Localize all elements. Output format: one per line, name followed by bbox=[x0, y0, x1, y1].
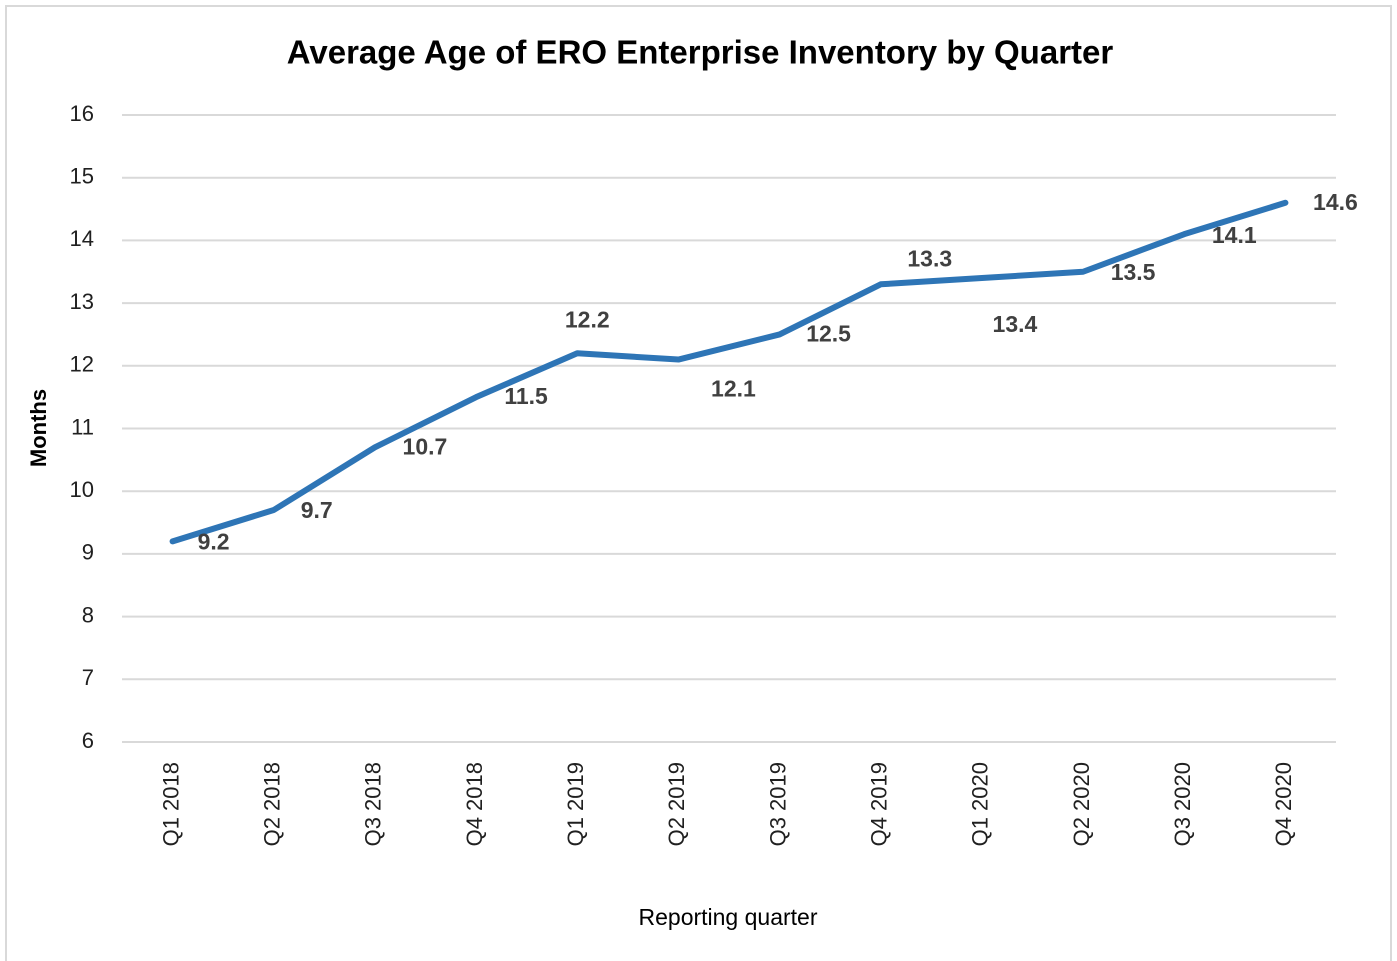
y-tick-label: 15 bbox=[70, 164, 94, 189]
chart-title: Average Age of ERO Enterprise Inventory … bbox=[287, 34, 1114, 71]
y-tick-label: 9 bbox=[82, 540, 94, 565]
data-label: 14.6 bbox=[1313, 189, 1358, 215]
data-label: 14.1 bbox=[1212, 222, 1257, 248]
y-tick-label: 14 bbox=[70, 226, 94, 251]
x-tick-label: Q1 2018 bbox=[158, 762, 183, 846]
x-tick-label: Q4 2020 bbox=[1271, 762, 1296, 846]
x-tick-label: Q2 2020 bbox=[1069, 762, 1094, 846]
data-label: 13.3 bbox=[907, 245, 952, 271]
data-label: 9.2 bbox=[198, 528, 230, 554]
x-tick-label: Q3 2020 bbox=[1170, 762, 1195, 846]
y-tick-label: 10 bbox=[70, 477, 94, 502]
data-label: 10.7 bbox=[403, 433, 448, 459]
data-label: 9.7 bbox=[301, 497, 333, 523]
y-tick-label: 13 bbox=[70, 289, 94, 314]
data-label: 12.5 bbox=[806, 321, 851, 347]
x-tick-label: Q4 2018 bbox=[462, 762, 487, 846]
y-tick-label: 8 bbox=[82, 602, 94, 627]
y-tick-label: 16 bbox=[70, 101, 94, 126]
data-label: 13.4 bbox=[993, 311, 1038, 337]
y-axis-label: Months bbox=[26, 389, 51, 467]
data-line bbox=[169, 199, 1289, 545]
x-tick-label: Q3 2019 bbox=[765, 762, 790, 846]
y-tick-label: 7 bbox=[82, 665, 94, 690]
y-tick-label: 6 bbox=[82, 728, 94, 753]
x-tick-label: Q2 2019 bbox=[664, 762, 689, 846]
chart-frame bbox=[5, 5, 1392, 961]
data-label: 12.2 bbox=[565, 306, 610, 332]
x-tick-label: Q4 2019 bbox=[867, 762, 892, 846]
x-tick-label: Q1 2019 bbox=[563, 762, 588, 846]
x-tick-label: Q3 2018 bbox=[361, 762, 386, 846]
data-label: 12.1 bbox=[711, 376, 756, 402]
x-tick-label: Q2 2018 bbox=[260, 762, 285, 846]
data-label: 11.5 bbox=[504, 383, 548, 409]
y-tick-label: 11 bbox=[71, 414, 94, 439]
y-tick-label: 12 bbox=[70, 352, 94, 377]
data-label: 13.5 bbox=[1111, 259, 1156, 285]
x-tick-label: Q1 2020 bbox=[968, 762, 993, 846]
x-axis-label: Reporting quarter bbox=[639, 904, 818, 930]
